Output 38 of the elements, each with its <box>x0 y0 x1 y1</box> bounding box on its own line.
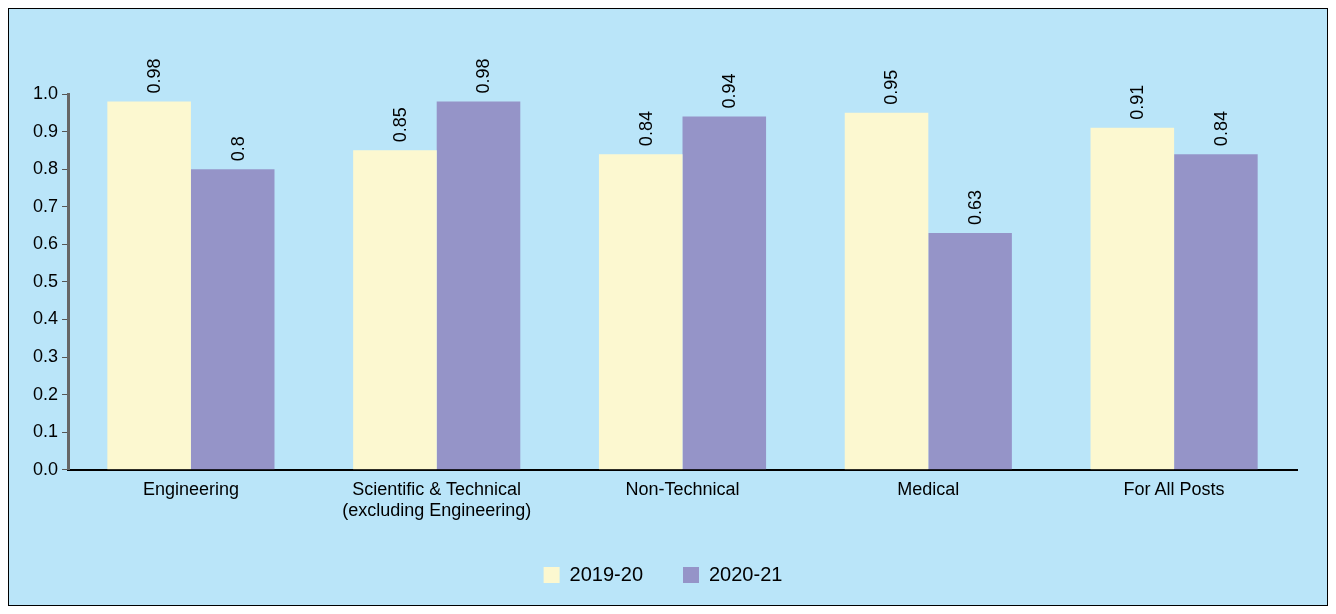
y-tick-label: 0.0 <box>32 458 59 479</box>
bar <box>107 101 191 470</box>
x-tick-label: Non-Technical <box>625 478 740 499</box>
y-tick-label: 0.4 <box>32 308 59 329</box>
y-tick-label: 0.3 <box>32 346 59 367</box>
bar <box>682 116 767 470</box>
bar <box>353 150 437 470</box>
data-label: 0.98 <box>144 58 165 94</box>
y-tick-label: 0.1 <box>32 421 59 442</box>
legend-label: 2019-20 <box>569 562 644 585</box>
bar <box>190 169 275 470</box>
data-label: 0.98 <box>473 58 494 94</box>
x-tick-label: Engineering <box>142 478 239 499</box>
data-label: 0.63 <box>965 190 986 226</box>
y-tick-label: 1.0 <box>32 82 59 103</box>
y-tick-label: 0.2 <box>32 383 59 404</box>
bar <box>928 233 1012 470</box>
bar <box>1174 154 1258 470</box>
bar <box>436 101 521 470</box>
data-label: 0.91 <box>1127 84 1148 120</box>
data-label: 0.85 <box>389 107 410 143</box>
data-label: 0.95 <box>881 69 902 105</box>
data-label: 0.84 <box>1210 111 1231 147</box>
bar <box>844 112 929 470</box>
data-label: 0.84 <box>635 111 656 147</box>
legend-label: 2020-21 <box>709 562 783 585</box>
bar <box>598 154 683 470</box>
x-tick-label: Scientific & Technical (excluding Engineering) <box>342 478 532 521</box>
y-tick-label: 0.5 <box>32 270 59 291</box>
y-tick-label: 0.6 <box>32 233 59 254</box>
x-tick-label: For All Posts <box>1123 478 1225 499</box>
y-tick-label: 0.7 <box>32 195 59 216</box>
y-tick-label: 0.9 <box>32 120 59 141</box>
data-label: 0.94 <box>719 73 740 109</box>
bar <box>1090 127 1175 470</box>
data-label: 0.8 <box>227 136 248 162</box>
y-tick-label: 0.8 <box>32 158 59 179</box>
x-tick-label: Medical <box>897 478 960 499</box>
